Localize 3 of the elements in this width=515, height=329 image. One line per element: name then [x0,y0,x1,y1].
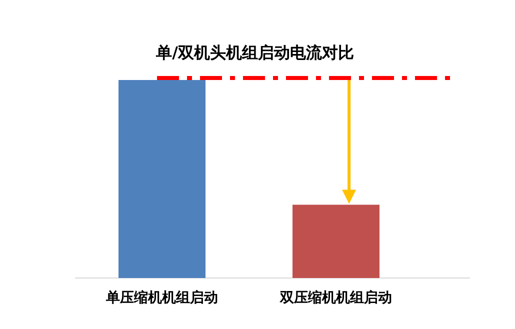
x-tick-label: 单压缩机机组启动 [105,289,218,306]
chart-title: 单/双机头机组启动电流对比 [155,43,354,62]
x-tick-label: 双压缩机机组启动 [279,289,392,306]
